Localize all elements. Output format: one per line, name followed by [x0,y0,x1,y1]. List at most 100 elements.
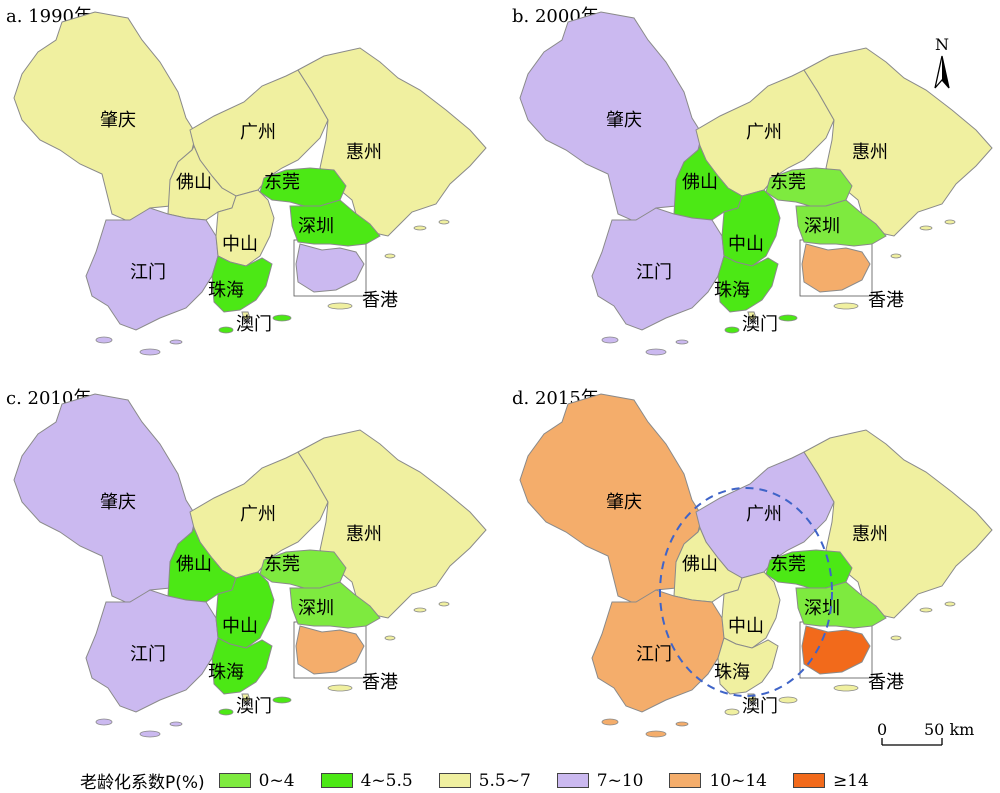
city-label-jiangmen: 江门 [130,644,166,665]
island [438,219,450,225]
city-label-guangzhou: 广州 [746,122,782,143]
city-label-macao: 澳门 [236,696,272,717]
city-label-hongkong: 香港 [868,672,904,693]
region-zhuhai [211,637,273,695]
island [645,348,667,356]
legend-item-7-10: 7~10 [556,771,643,791]
island [384,253,396,259]
city-label-macao: 澳门 [236,314,272,335]
legend-swatch [669,773,702,788]
legend-swatch [556,773,589,788]
region-shenzhen [795,581,887,629]
city-label-zhongshan: 中山 [728,234,764,255]
city-label-foshan: 佛山 [682,554,718,575]
city-label-zhongshan: 中山 [728,616,764,637]
legend: 老龄化系数P(%) 0~4 4~5.5 5.5~7 7~10 10~14 ≥14 [80,768,895,793]
city-label-zhaoqing: 肇庆 [606,110,642,131]
region-jiangmen [85,207,219,331]
island [944,601,956,607]
highlight-ring [659,487,833,697]
island [327,302,353,310]
region-hongkong [801,243,871,293]
city-label-huizhou: 惠州 [852,142,888,163]
city-label-foshan: 佛山 [176,172,212,193]
city-label-dongguan: 东莞 [264,172,300,193]
legend-swatch [438,773,471,788]
legend-item-0-4: 0~4 [218,770,295,791]
island [218,708,234,716]
legend-swatch [218,773,251,788]
region-zhuhai [717,255,779,313]
island [327,684,353,692]
city-label-foshan: 佛山 [176,554,212,575]
city-label-zhongshan: 中山 [222,616,258,637]
city-label-macao: 澳门 [742,696,778,717]
island [601,718,619,726]
city-label-zhaoqing: 肇庆 [100,492,136,513]
island [601,336,619,344]
city-label-shenzhen: 深圳 [298,598,334,619]
region-jiangmen [591,207,725,331]
region-shenzhen [795,199,887,247]
region-hongkong [801,625,871,675]
island [413,607,427,613]
city-label-zhaoqing: 肇庆 [100,110,136,131]
island [169,721,183,727]
city-label-foshan: 佛山 [682,172,718,193]
region-shenzhen [289,199,381,247]
legend-label: 10~14 [709,770,767,791]
city-label-huizhou: 惠州 [852,524,888,545]
legend-item-5.5-7: 5.5~7 [438,770,531,791]
city-label-zhaoqing: 肇庆 [606,492,642,513]
island [919,607,933,613]
island [413,225,427,231]
island [95,718,113,726]
legend-label: 5.5~7 [478,770,531,791]
island [272,696,292,704]
city-label-zhuhai: 珠海 [208,280,244,301]
city-label-hongkong: 香港 [362,672,398,693]
legend-title: 老龄化系数P(%) [80,773,205,793]
island [272,314,292,322]
island [724,708,740,716]
region-shenzhen [289,581,381,629]
city-label-huizhou: 惠州 [346,142,382,163]
island [919,225,933,231]
city-label-dongguan: 东莞 [770,172,806,193]
region-macao [241,693,251,703]
region-macao [747,311,757,321]
city-label-macao: 澳门 [742,314,778,335]
region-macao [241,311,251,321]
island [778,696,798,704]
legend-swatch [793,773,825,788]
city-label-hongkong: 香港 [362,290,398,311]
city-label-dongguan: 东莞 [264,554,300,575]
island [218,326,234,334]
city-label-dongguan: 东莞 [770,554,806,575]
region-jiangmen [591,589,725,713]
city-label-jiangmen: 江门 [636,644,672,665]
island [890,635,902,641]
island [675,339,689,345]
legend-swatch [320,773,353,788]
island [944,219,956,225]
city-label-zhuhai: 珠海 [714,280,750,301]
region-hongkong [295,243,365,293]
city-label-huizhou: 惠州 [346,524,382,545]
city-label-guangzhou: 广州 [240,122,276,143]
legend-label: 0~4 [258,770,295,791]
island [833,684,859,692]
island [833,302,859,310]
city-label-jiangmen: 江门 [130,262,166,283]
legend-item-4-5.5: 4~5.5 [320,771,413,791]
city-label-zhongshan: 中山 [222,234,258,255]
city-label-zhuhai: 珠海 [714,662,750,683]
island [675,721,689,727]
island [778,314,798,322]
city-label-guangzhou: 广州 [746,504,782,525]
